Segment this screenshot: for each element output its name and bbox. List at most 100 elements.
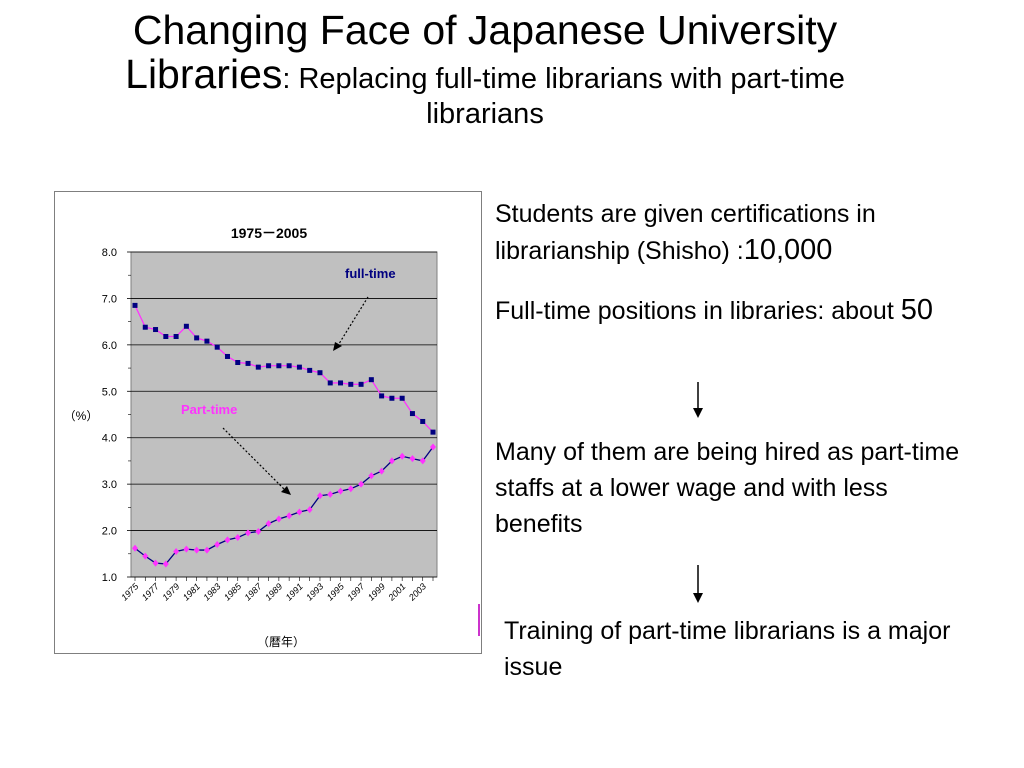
title-subtitle-end: librarians (426, 97, 544, 130)
y-tick-label: 1.0 (102, 572, 117, 584)
x-tick-label: 1975 (119, 581, 141, 603)
x-tick-label: 1997 (345, 581, 367, 603)
positions-text: Full-time positions in libraries: about … (495, 292, 965, 329)
data-point (430, 443, 436, 451)
data-point (173, 334, 179, 339)
annotation-part-time: Part-time (181, 402, 237, 417)
positions-label: Full-time positions in libraries: about (495, 297, 901, 325)
data-point (255, 364, 261, 370)
data-point (368, 472, 375, 480)
data-point (132, 544, 138, 552)
x-tick-label: 1993 (304, 581, 325, 602)
data-point (276, 363, 282, 369)
data-point (316, 492, 323, 500)
data-point (409, 455, 416, 463)
data-point (409, 411, 415, 417)
x-tick-label: 1979 (160, 581, 181, 602)
annotation-arrowhead (333, 342, 342, 351)
data-point (214, 344, 220, 350)
data-point (152, 559, 159, 567)
positions-count: 50 (900, 294, 933, 326)
y-tick-label: 3.0 (102, 479, 117, 491)
annotation-full-time: full-time (345, 266, 396, 281)
data-point (388, 457, 395, 465)
x-tick-label: 1999 (366, 581, 387, 602)
title-main: Changing Face of Japanese University (132, 7, 838, 53)
title-subtitle: : Replacing full-time librarians with pa… (282, 63, 845, 96)
data-point (224, 353, 230, 359)
data-point (234, 534, 241, 542)
data-point (203, 546, 210, 554)
data-point (245, 529, 252, 537)
data-point (358, 381, 364, 387)
data-point (368, 377, 374, 383)
data-point (317, 370, 323, 376)
data-point (193, 546, 200, 554)
y-tick-label: 2.0 (102, 526, 117, 538)
data-point (183, 545, 190, 553)
data-point (337, 487, 344, 495)
data-point (296, 364, 302, 370)
annotation-arrow-full-time (336, 296, 369, 348)
x-tick-label: 1991 (284, 581, 305, 602)
y-tick-label: 5.0 (102, 386, 117, 398)
data-point (173, 547, 180, 555)
data-point (194, 335, 200, 341)
annotation-arrow-part-time (222, 427, 287, 492)
chart-title: 1975－2005 (231, 225, 308, 241)
data-point (327, 380, 333, 386)
certification-text: Students are given certifications in lib… (495, 196, 965, 269)
y-axis-label: （%） (64, 409, 99, 423)
y-tick-label: 7.0 (102, 293, 117, 305)
data-point (296, 508, 303, 516)
plot-area (130, 251, 438, 578)
data-point (245, 360, 251, 366)
data-point (214, 541, 221, 548)
data-point (275, 515, 282, 523)
x-tick-label: 2001 (386, 581, 408, 603)
training-text: Training of part-time librarians is a ma… (504, 617, 951, 681)
decorative-divider (478, 604, 480, 636)
data-point (419, 457, 426, 465)
data-point (142, 324, 148, 330)
title-libraries: Libraries (125, 51, 283, 98)
data-point (286, 363, 292, 369)
data-point (153, 327, 159, 333)
x-tick-label: 1987 (242, 581, 264, 603)
y-tick-label: 4.0 (102, 433, 117, 445)
x-tick-label: 1995 (325, 581, 347, 603)
y-tick-label: 6.0 (102, 340, 117, 352)
x-tick-label: 1985 (222, 581, 244, 603)
x-tick-label: 1977 (140, 581, 162, 603)
data-point (420, 418, 426, 424)
data-point (142, 552, 149, 560)
certification-label: Students are given certifications in lib… (495, 200, 876, 265)
data-point (204, 338, 210, 344)
x-label-backdrop (255, 636, 307, 652)
data-point (163, 334, 169, 339)
data-point (379, 393, 385, 399)
data-point (266, 363, 272, 369)
data-point (348, 381, 354, 387)
down-arrow-icon (693, 382, 703, 418)
y-tick-label: 8.0 (102, 247, 117, 259)
x-axis-label: （暦年） (257, 635, 305, 649)
data-point (235, 360, 241, 365)
data-point (224, 536, 231, 544)
data-point (399, 452, 406, 460)
chart-frame: 8.0 7.0 6.0 5.0 4.0 3.0 2.0 1.0 1975 1977 1979 1981… (54, 191, 482, 654)
data-point (306, 506, 313, 514)
data-point (162, 560, 169, 568)
data-point (255, 528, 262, 535)
down-arrow-icon (693, 565, 703, 603)
data-point (132, 302, 138, 308)
data-point (430, 429, 436, 435)
data-point (338, 380, 344, 386)
data-point (183, 323, 189, 329)
x-tick-label: 1983 (201, 581, 222, 602)
data-point (399, 395, 405, 401)
data-point (286, 512, 293, 520)
data-point (347, 485, 354, 493)
data-point (327, 490, 334, 498)
